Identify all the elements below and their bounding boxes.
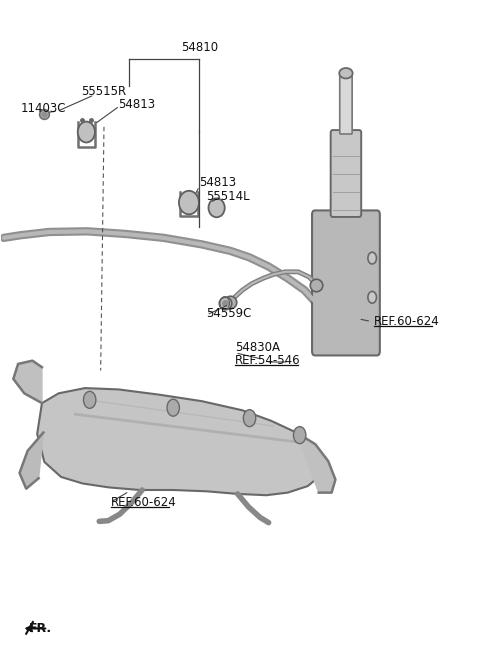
Circle shape xyxy=(293,426,306,443)
Text: 54813: 54813 xyxy=(118,98,156,111)
Ellipse shape xyxy=(208,198,225,217)
Polygon shape xyxy=(296,432,336,493)
Circle shape xyxy=(368,252,376,264)
Ellipse shape xyxy=(339,68,353,79)
Text: 55515R: 55515R xyxy=(82,85,127,98)
Text: REF.60-624: REF.60-624 xyxy=(111,496,177,509)
Text: 54559C: 54559C xyxy=(206,307,252,320)
Text: 55514L: 55514L xyxy=(206,190,250,203)
Circle shape xyxy=(84,392,96,408)
FancyBboxPatch shape xyxy=(340,74,352,134)
Polygon shape xyxy=(20,432,43,489)
Text: REF.60-624: REF.60-624 xyxy=(373,315,439,328)
Polygon shape xyxy=(13,361,42,403)
Text: REF.54-546: REF.54-546 xyxy=(235,354,301,367)
Circle shape xyxy=(368,291,376,303)
Text: 11403C: 11403C xyxy=(21,102,66,115)
FancyBboxPatch shape xyxy=(312,211,380,356)
Circle shape xyxy=(167,400,180,416)
Ellipse shape xyxy=(78,121,95,142)
Text: 54813: 54813 xyxy=(199,176,237,190)
Ellipse shape xyxy=(179,191,199,215)
Circle shape xyxy=(243,409,256,426)
Polygon shape xyxy=(37,388,322,495)
Text: 54810: 54810 xyxy=(181,41,218,54)
Text: 54830A: 54830A xyxy=(235,341,280,354)
FancyBboxPatch shape xyxy=(331,130,361,217)
Text: FR.: FR. xyxy=(29,622,52,635)
